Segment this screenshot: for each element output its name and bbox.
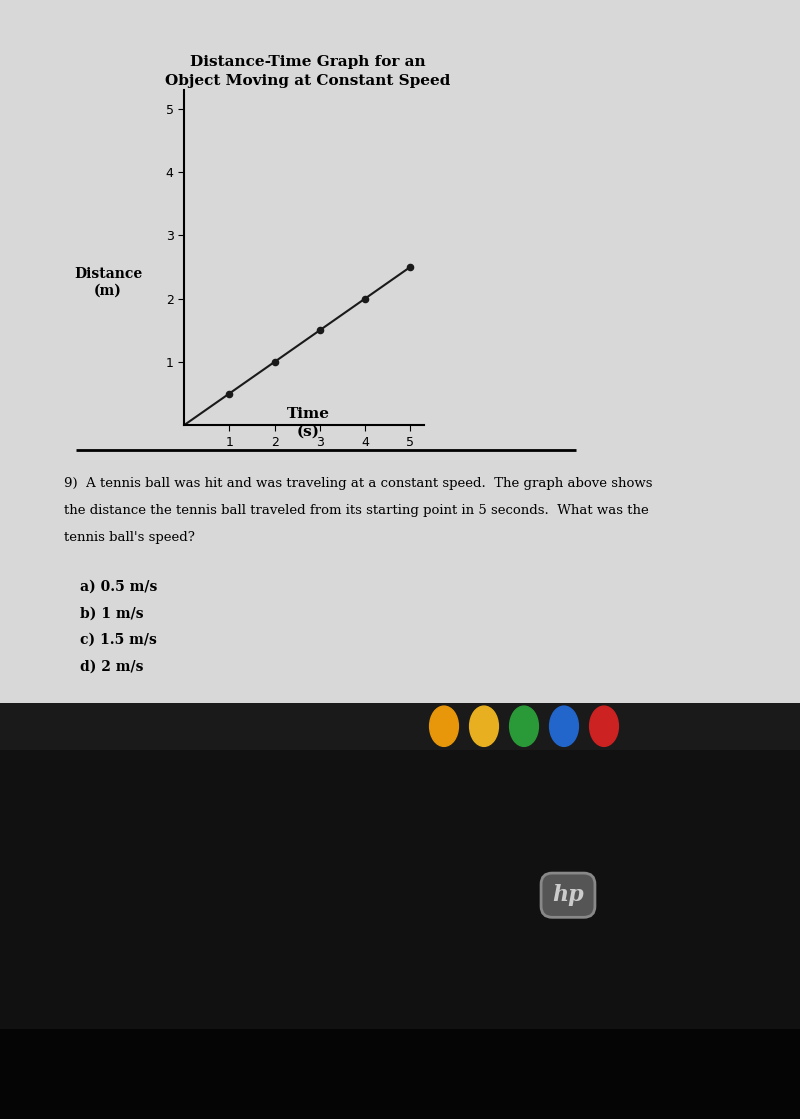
Text: d) 2 m/s: d) 2 m/s <box>80 660 143 674</box>
Text: Time: Time <box>286 407 330 421</box>
Text: (m): (m) <box>94 284 122 298</box>
Point <box>404 257 417 275</box>
Point <box>268 352 281 370</box>
Text: Distance-Time Graph for an: Distance-Time Graph for an <box>190 55 426 68</box>
Text: the distance the tennis ball traveled from its starting point in 5 seconds.  Wha: the distance the tennis ball traveled fr… <box>64 504 649 517</box>
Text: Object Moving at Constant Speed: Object Moving at Constant Speed <box>166 74 450 87</box>
Text: b) 1 m/s: b) 1 m/s <box>80 606 144 620</box>
Text: a) 0.5 m/s: a) 0.5 m/s <box>80 580 158 593</box>
Text: hp: hp <box>552 884 584 906</box>
Point <box>358 290 371 308</box>
Point <box>314 321 326 339</box>
Text: 9)  A tennis ball was hit and was traveling at a constant speed.  The graph abov: 9) A tennis ball was hit and was traveli… <box>64 477 653 490</box>
Text: Distance: Distance <box>74 267 142 281</box>
Text: tennis ball's speed?: tennis ball's speed? <box>64 530 195 544</box>
Text: (s): (s) <box>297 425 319 439</box>
Text: c) 1.5 m/s: c) 1.5 m/s <box>80 633 157 647</box>
Point <box>223 385 236 403</box>
